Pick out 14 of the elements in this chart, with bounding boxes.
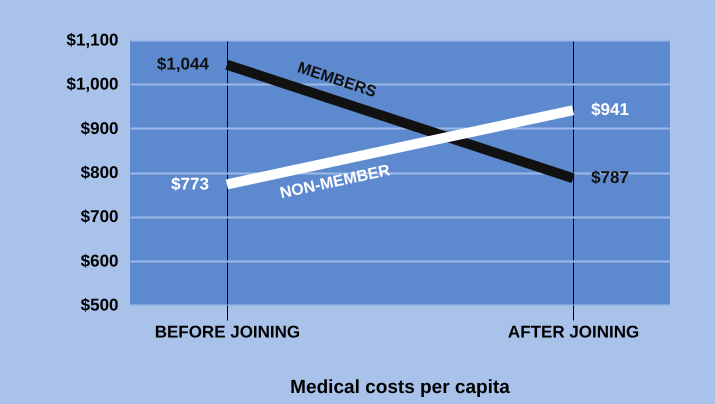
y-tick-label: $500	[80, 296, 118, 314]
y-tick-label: $600	[80, 251, 118, 270]
y-tick-label: $900	[80, 118, 118, 138]
y-tick-label: $700	[80, 207, 118, 226]
text: Medical costs per capita	[290, 377, 510, 398]
y-tick-label: $800	[80, 163, 118, 182]
data-label: $941	[591, 100, 629, 120]
data-label: $1,044	[156, 54, 210, 74]
y-tick-label: $1,100	[66, 30, 118, 50]
x-tick-label: AFTER JOINING	[508, 322, 640, 342]
data-label: $773	[171, 174, 209, 194]
y-tick-label: $1,000	[66, 74, 118, 94]
data-label: $787	[591, 168, 629, 188]
x-tick-label: BEFORE JOINING	[154, 322, 300, 342]
